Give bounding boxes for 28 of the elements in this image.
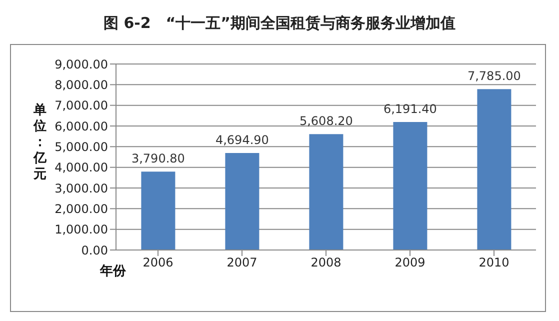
chart-title: 图 6-2 “十一五”期间全国租赁与商务服务业增加值 [102,13,457,34]
bar [141,172,176,250]
bar [309,134,344,250]
y-tick-label: 5,000.00 [54,140,108,154]
x-axis-title: 年份 [100,263,126,280]
y-axis-title: 单位：亿元 [32,103,48,183]
y-tick-label: 4,000.00 [54,160,108,175]
bar [225,152,260,250]
y-tick-label: 2,000.00 [54,202,108,216]
x-tick-label: 2009 [394,256,426,270]
data-label: 4,694.90 [215,132,269,147]
bar [393,122,428,250]
data-label: 6,191.40 [383,102,437,116]
y-tick-label: 1,000.00 [54,222,108,237]
y-tick-label: 0.00 [81,243,108,258]
data-label: 7,785.00 [467,69,521,84]
y-tick-label: 6,000.00 [54,119,108,134]
x-tick-label: 2008 [310,256,342,270]
data-label: 3,790.80 [131,152,185,166]
bar [477,89,512,250]
y-tick-label: 3,000.00 [54,181,108,196]
y-tick-label: 9,000.00 [54,57,108,72]
x-tick-label: 2010 [478,256,510,270]
y-tick-label: 8,000.00 [54,78,108,92]
x-tick-label: 2007 [226,256,258,270]
x-tick-label: 2006 [142,256,174,270]
data-label: 5,608.20 [299,114,353,128]
y-tick-label: 7,000.00 [54,98,108,113]
